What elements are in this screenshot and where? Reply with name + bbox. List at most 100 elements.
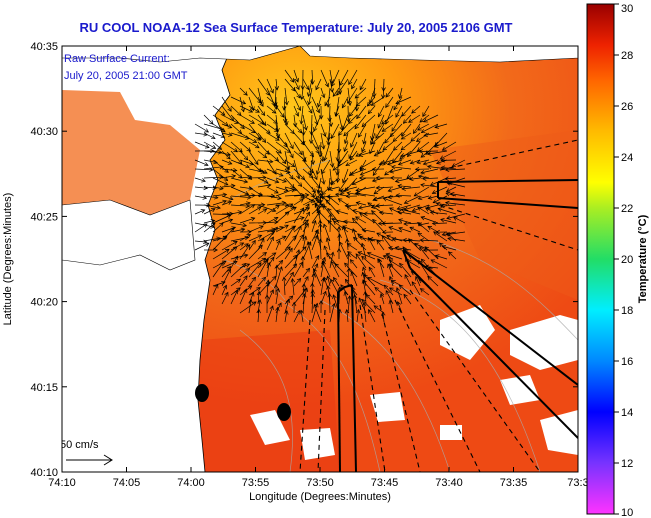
current-vector <box>328 186 340 190</box>
current-vector <box>266 236 274 251</box>
current-vector-head <box>213 159 218 165</box>
current-vector-head <box>310 289 315 294</box>
current-vector-head <box>345 193 351 199</box>
current-vector-head <box>308 173 314 179</box>
current-vector <box>266 305 274 323</box>
current-vector <box>421 123 439 133</box>
current-vector <box>360 168 376 176</box>
current-vector-head <box>252 138 258 143</box>
current-vector <box>230 255 239 269</box>
current-vector-head <box>378 161 384 166</box>
current-vector-head <box>290 225 295 231</box>
current-vector-head <box>274 219 279 225</box>
current-vector <box>321 159 331 174</box>
current-vector <box>403 222 421 225</box>
current-vector <box>409 226 421 233</box>
current-vector-head <box>272 170 277 175</box>
current-vector-head <box>433 231 438 236</box>
current-vector <box>257 208 267 215</box>
current-vector-head <box>396 301 401 306</box>
current-vector-head <box>383 284 389 290</box>
current-vector-head <box>379 293 384 298</box>
current-vector <box>248 287 261 296</box>
current-vector-head <box>221 128 226 133</box>
current-vector <box>230 159 250 168</box>
current-vector-head <box>403 293 408 299</box>
current-vector <box>367 277 385 287</box>
current-vector <box>343 123 358 136</box>
current-vector-head <box>271 109 277 114</box>
current-vector-head <box>359 85 364 91</box>
current-vector-head <box>201 178 206 183</box>
current-vector <box>212 222 224 233</box>
current-vector-head <box>292 122 298 128</box>
current-vector-head <box>389 169 394 174</box>
current-vector-head <box>337 198 343 203</box>
current-vector-head <box>328 186 333 191</box>
current-vector <box>239 96 245 112</box>
current-vector-head <box>346 191 351 196</box>
current-vector-head <box>353 236 358 242</box>
current-vector-head <box>310 282 315 288</box>
current-vector-head <box>242 222 248 228</box>
current-vector-head <box>398 94 403 100</box>
current-vector-head <box>240 107 246 113</box>
current-vector-head <box>421 176 427 181</box>
current-vector <box>284 217 305 224</box>
y-tick-label: 40:10 <box>30 467 58 479</box>
current-vector-head <box>355 201 361 206</box>
current-vector <box>323 277 331 296</box>
current-vector-head <box>357 251 363 256</box>
current-vector-head <box>341 103 346 109</box>
current-vector <box>378 105 385 117</box>
current-vector-head <box>327 117 332 123</box>
current-vector <box>398 227 412 233</box>
current-vector-head <box>334 192 340 197</box>
current-vector-head <box>370 204 376 210</box>
current-vector <box>377 114 385 129</box>
current-vector <box>293 207 304 224</box>
current-vector <box>320 123 326 137</box>
current-vector <box>448 177 466 185</box>
current-vector-head <box>333 220 338 225</box>
current-vector <box>418 260 430 278</box>
current-vector-head <box>449 191 455 197</box>
current-vector-head <box>204 128 210 133</box>
current-vector-head <box>311 272 317 278</box>
current-vector-head <box>375 175 380 181</box>
current-vector <box>284 78 296 92</box>
current-vector-head <box>233 148 239 153</box>
current-vector-head <box>397 161 403 166</box>
current-vector <box>411 281 421 296</box>
current-vector-head <box>217 145 223 150</box>
current-vector <box>422 105 430 117</box>
current-vector-head <box>408 238 413 243</box>
current-vector-head <box>404 274 409 279</box>
current-vector <box>257 277 266 287</box>
current-vector-head <box>281 159 287 165</box>
current-vector-head <box>247 195 252 200</box>
current-vector-head <box>204 144 210 149</box>
current-vector-head <box>289 144 294 150</box>
current-vector-head <box>351 286 356 291</box>
current-vector <box>275 246 291 260</box>
current-vector <box>266 114 278 124</box>
current-vector-head <box>392 146 398 151</box>
current-vector-head <box>274 264 279 270</box>
current-vector-head <box>241 100 247 105</box>
current-vector <box>293 78 300 90</box>
current-vector-head <box>261 276 266 282</box>
current-vector <box>426 204 439 209</box>
current-vector-head <box>330 251 335 257</box>
current-vector <box>230 278 241 287</box>
current-vector-head <box>331 302 336 308</box>
current-vector-head <box>337 308 342 314</box>
current-vector <box>347 87 351 106</box>
current-vector-head <box>269 88 274 94</box>
current-vector <box>387 159 403 165</box>
current-vector <box>293 310 301 323</box>
current-vector <box>307 241 313 260</box>
current-vector <box>302 203 310 215</box>
current-vector-head <box>427 226 432 230</box>
current-vector-head <box>314 195 320 201</box>
